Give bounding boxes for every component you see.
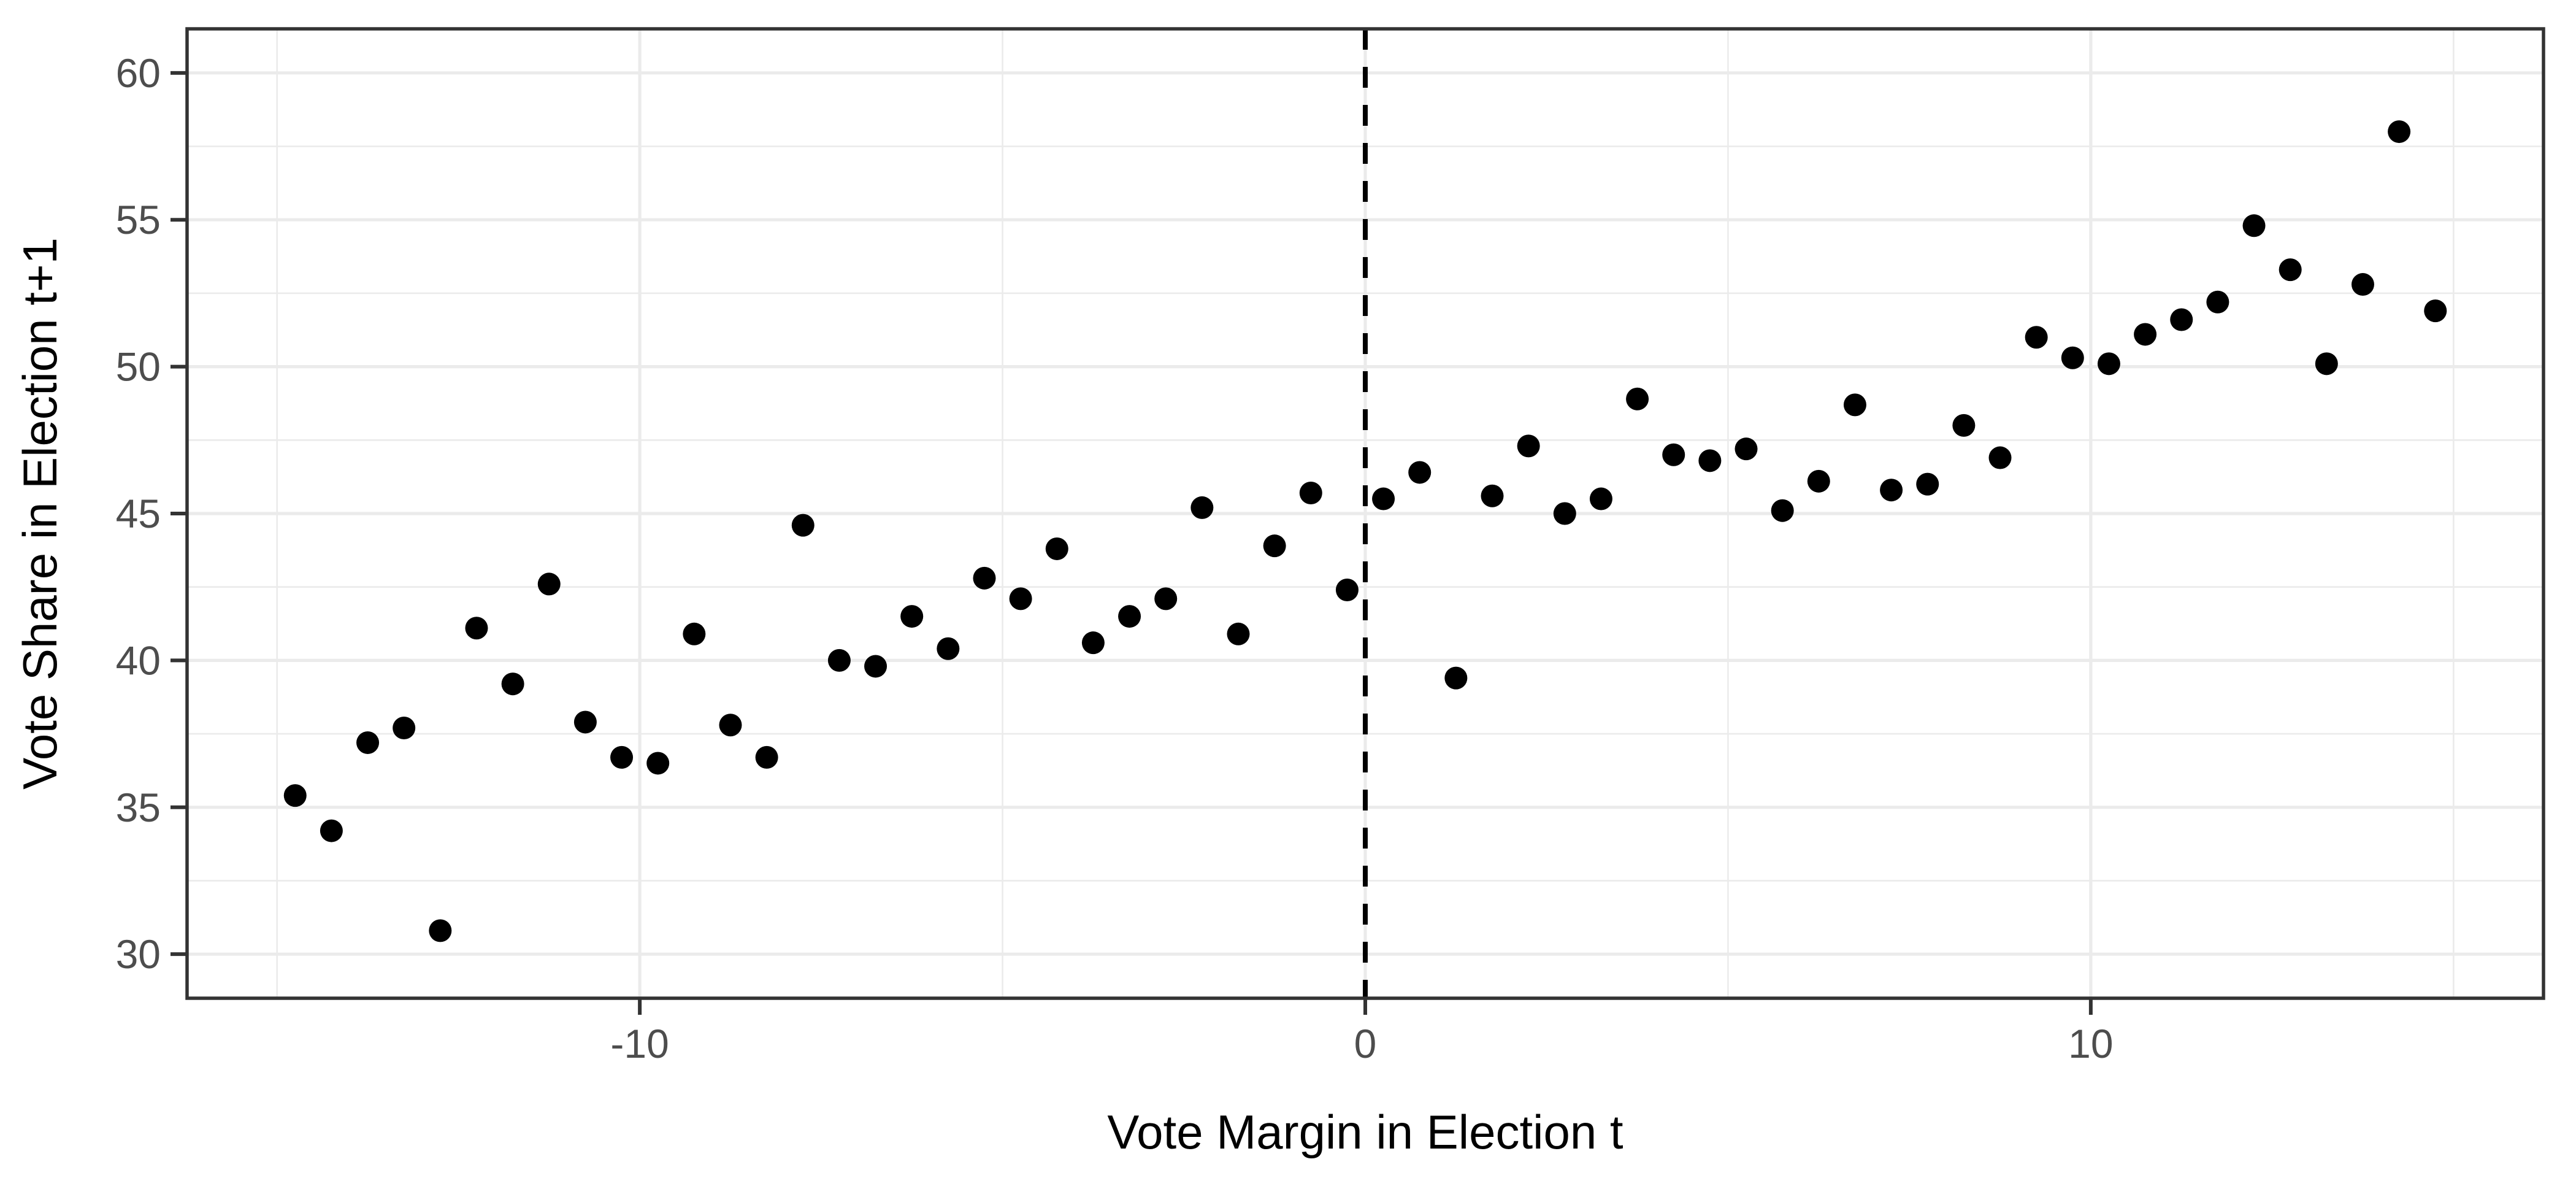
data-point: [1227, 622, 1250, 645]
data-point: [1263, 534, 1286, 558]
data-point: [1843, 393, 1866, 417]
data-point: [1408, 461, 1432, 484]
axis-tick-marks: [171, 71, 2093, 1015]
x-tick-label: 10: [2068, 1021, 2113, 1066]
data-point: [2424, 299, 2447, 323]
data-point: [1118, 605, 1141, 628]
data-point: [1988, 446, 2012, 469]
y-tick-label: 40: [116, 637, 161, 683]
data-point: [1481, 484, 1504, 507]
data-point: [900, 605, 924, 628]
data-point: [429, 919, 452, 942]
data-point: [1880, 479, 1903, 502]
data-point: [1698, 449, 1722, 472]
data-point: [1589, 487, 1612, 510]
x-tick-label: 0: [1354, 1021, 1377, 1066]
data-point: [1372, 487, 1395, 510]
data-point: [2242, 214, 2266, 237]
x-tick-label: -10: [610, 1021, 669, 1066]
data-point: [465, 617, 488, 640]
data-point: [1299, 481, 1322, 504]
data-points: [283, 120, 2447, 942]
data-point: [1662, 443, 1685, 466]
data-point: [2025, 326, 2048, 349]
data-point: [1735, 437, 1758, 461]
data-point: [356, 731, 380, 754]
y-tick-label: 50: [116, 344, 161, 390]
data-point: [755, 745, 778, 769]
data-point: [1009, 587, 1032, 610]
data-point: [2315, 352, 2338, 375]
data-point: [283, 784, 307, 807]
data-point: [393, 717, 416, 740]
major-gridlines: [187, 29, 2543, 998]
data-point: [2206, 290, 2229, 314]
data-point: [573, 710, 597, 734]
data-point: [1807, 469, 1830, 493]
data-point: [1190, 496, 1214, 519]
y-axis-title: Vote Share in Election t+1: [13, 237, 67, 790]
data-point: [2388, 120, 2411, 144]
data-point: [1952, 414, 1976, 437]
x-axis-title: Vote Margin in Election t: [1107, 1105, 1623, 1159]
y-tick-label: 30: [116, 931, 161, 977]
axis-tick-labels: 30 35 40 45 50 55 60 -10 0 10: [116, 50, 2114, 1066]
data-point: [937, 637, 960, 660]
data-point: [2279, 258, 2302, 282]
data-point: [537, 572, 561, 596]
data-point: [1517, 434, 1540, 458]
data-point: [1553, 502, 1576, 525]
data-point: [501, 672, 524, 696]
data-point: [791, 514, 815, 537]
data-point: [1335, 578, 1359, 601]
data-point: [719, 714, 742, 737]
data-point: [1626, 387, 1649, 410]
data-point: [2061, 346, 2084, 369]
data-point: [973, 566, 996, 590]
data-point: [864, 655, 887, 678]
y-tick-label: 45: [116, 491, 161, 536]
data-point: [646, 752, 670, 775]
y-tick-label: 35: [116, 785, 161, 830]
data-point: [2097, 352, 2120, 375]
data-point: [827, 649, 851, 672]
data-point: [1045, 537, 1068, 560]
data-point: [2170, 308, 2193, 331]
data-point: [1916, 472, 1939, 496]
y-tick-label: 55: [116, 197, 161, 242]
data-point: [1771, 499, 1794, 522]
data-point: [2351, 273, 2374, 296]
data-point: [2134, 323, 2157, 346]
data-point: [1444, 666, 1468, 690]
y-tick-label: 60: [116, 50, 161, 96]
data-point: [1154, 587, 1178, 610]
data-point: [1081, 631, 1105, 655]
data-point: [320, 819, 343, 842]
data-point: [683, 622, 706, 645]
data-point: [610, 745, 634, 769]
